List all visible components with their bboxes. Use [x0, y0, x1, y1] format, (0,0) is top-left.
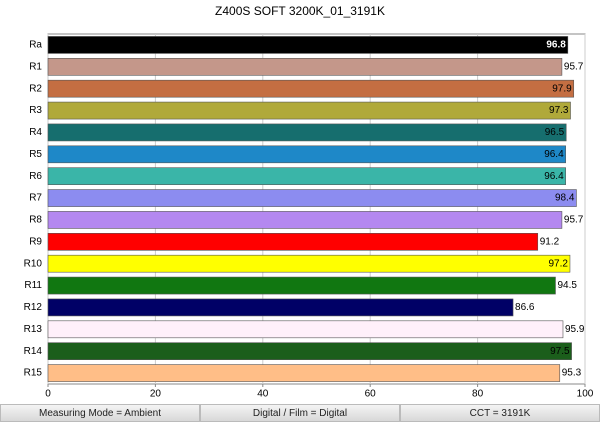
y-tick-label: R10	[24, 258, 43, 269]
bar	[47, 79, 575, 98]
bar	[47, 189, 577, 207]
y-tick-label: R4	[29, 127, 42, 138]
y-tick-label: R3	[29, 105, 42, 116]
bar	[47, 276, 556, 295]
y-tick-label: R1	[29, 61, 42, 72]
value-label: 91.2	[540, 236, 560, 247]
x-tick-label: 20	[150, 389, 162, 400]
y-tick-label: R5	[29, 149, 42, 160]
y-tick-label: R12	[24, 302, 43, 313]
bar	[47, 211, 563, 229]
bar	[47, 320, 564, 339]
value-label: 98.4	[555, 193, 575, 204]
value-label: 95.7	[564, 61, 584, 72]
y-tick-label: R9	[29, 236, 42, 247]
bar	[47, 145, 566, 164]
bar	[47, 167, 566, 185]
value-label: 96.4	[544, 171, 564, 182]
x-tick-label: 100	[577, 389, 594, 400]
bar	[47, 101, 571, 120]
bar	[47, 233, 539, 251]
chart: Z400S SOFT 3200K_01_3191K 0 20 40 60 80 100 Ra…	[24, 4, 594, 400]
bar	[47, 298, 514, 317]
footer-cell: Measuring Mode = Ambient	[0, 404, 200, 422]
footer-cell: CCT = 3191K	[400, 404, 600, 422]
y-tick-label: R2	[29, 83, 42, 94]
y-tick-label: R14	[24, 346, 43, 357]
value-label: 97.2	[548, 258, 568, 269]
value-label: 95.3	[562, 368, 582, 379]
bar	[47, 254, 571, 273]
value-label: 96.8	[546, 40, 566, 51]
y-tick-label: R6	[29, 171, 42, 182]
bar	[47, 342, 572, 360]
chart-title: Z400S SOFT 3200K_01_3191K	[215, 4, 385, 18]
value-label: 97.3	[549, 105, 569, 116]
bar	[47, 123, 567, 142]
y-tick-label: R7	[29, 193, 42, 204]
value-label: 97.5	[550, 346, 570, 357]
value-label: 86.6	[515, 302, 535, 313]
x-tick-label: 0	[45, 389, 51, 400]
x-tick-label: 40	[257, 389, 269, 400]
y-tick-label: R15	[24, 368, 43, 379]
x-tick-label: 80	[472, 389, 484, 400]
value-label: 95.7	[564, 215, 584, 226]
value-label: 96.5	[545, 127, 565, 138]
value-label: 97.9	[552, 83, 572, 94]
value-label: 95.9	[565, 324, 585, 335]
y-tick-label: R8	[29, 215, 42, 226]
y-tick-label: R13	[24, 324, 43, 335]
y-tick-label: Ra	[29, 40, 42, 51]
y-tick-label: R11	[24, 280, 42, 291]
x-tick-label: 60	[365, 389, 377, 400]
bar	[47, 36, 569, 54]
value-label: 94.5	[557, 280, 577, 291]
value-label: 96.4	[544, 149, 564, 160]
bar	[47, 58, 563, 76]
footer-cell: Digital / Film = Digital	[200, 404, 400, 422]
bar	[47, 364, 561, 382]
